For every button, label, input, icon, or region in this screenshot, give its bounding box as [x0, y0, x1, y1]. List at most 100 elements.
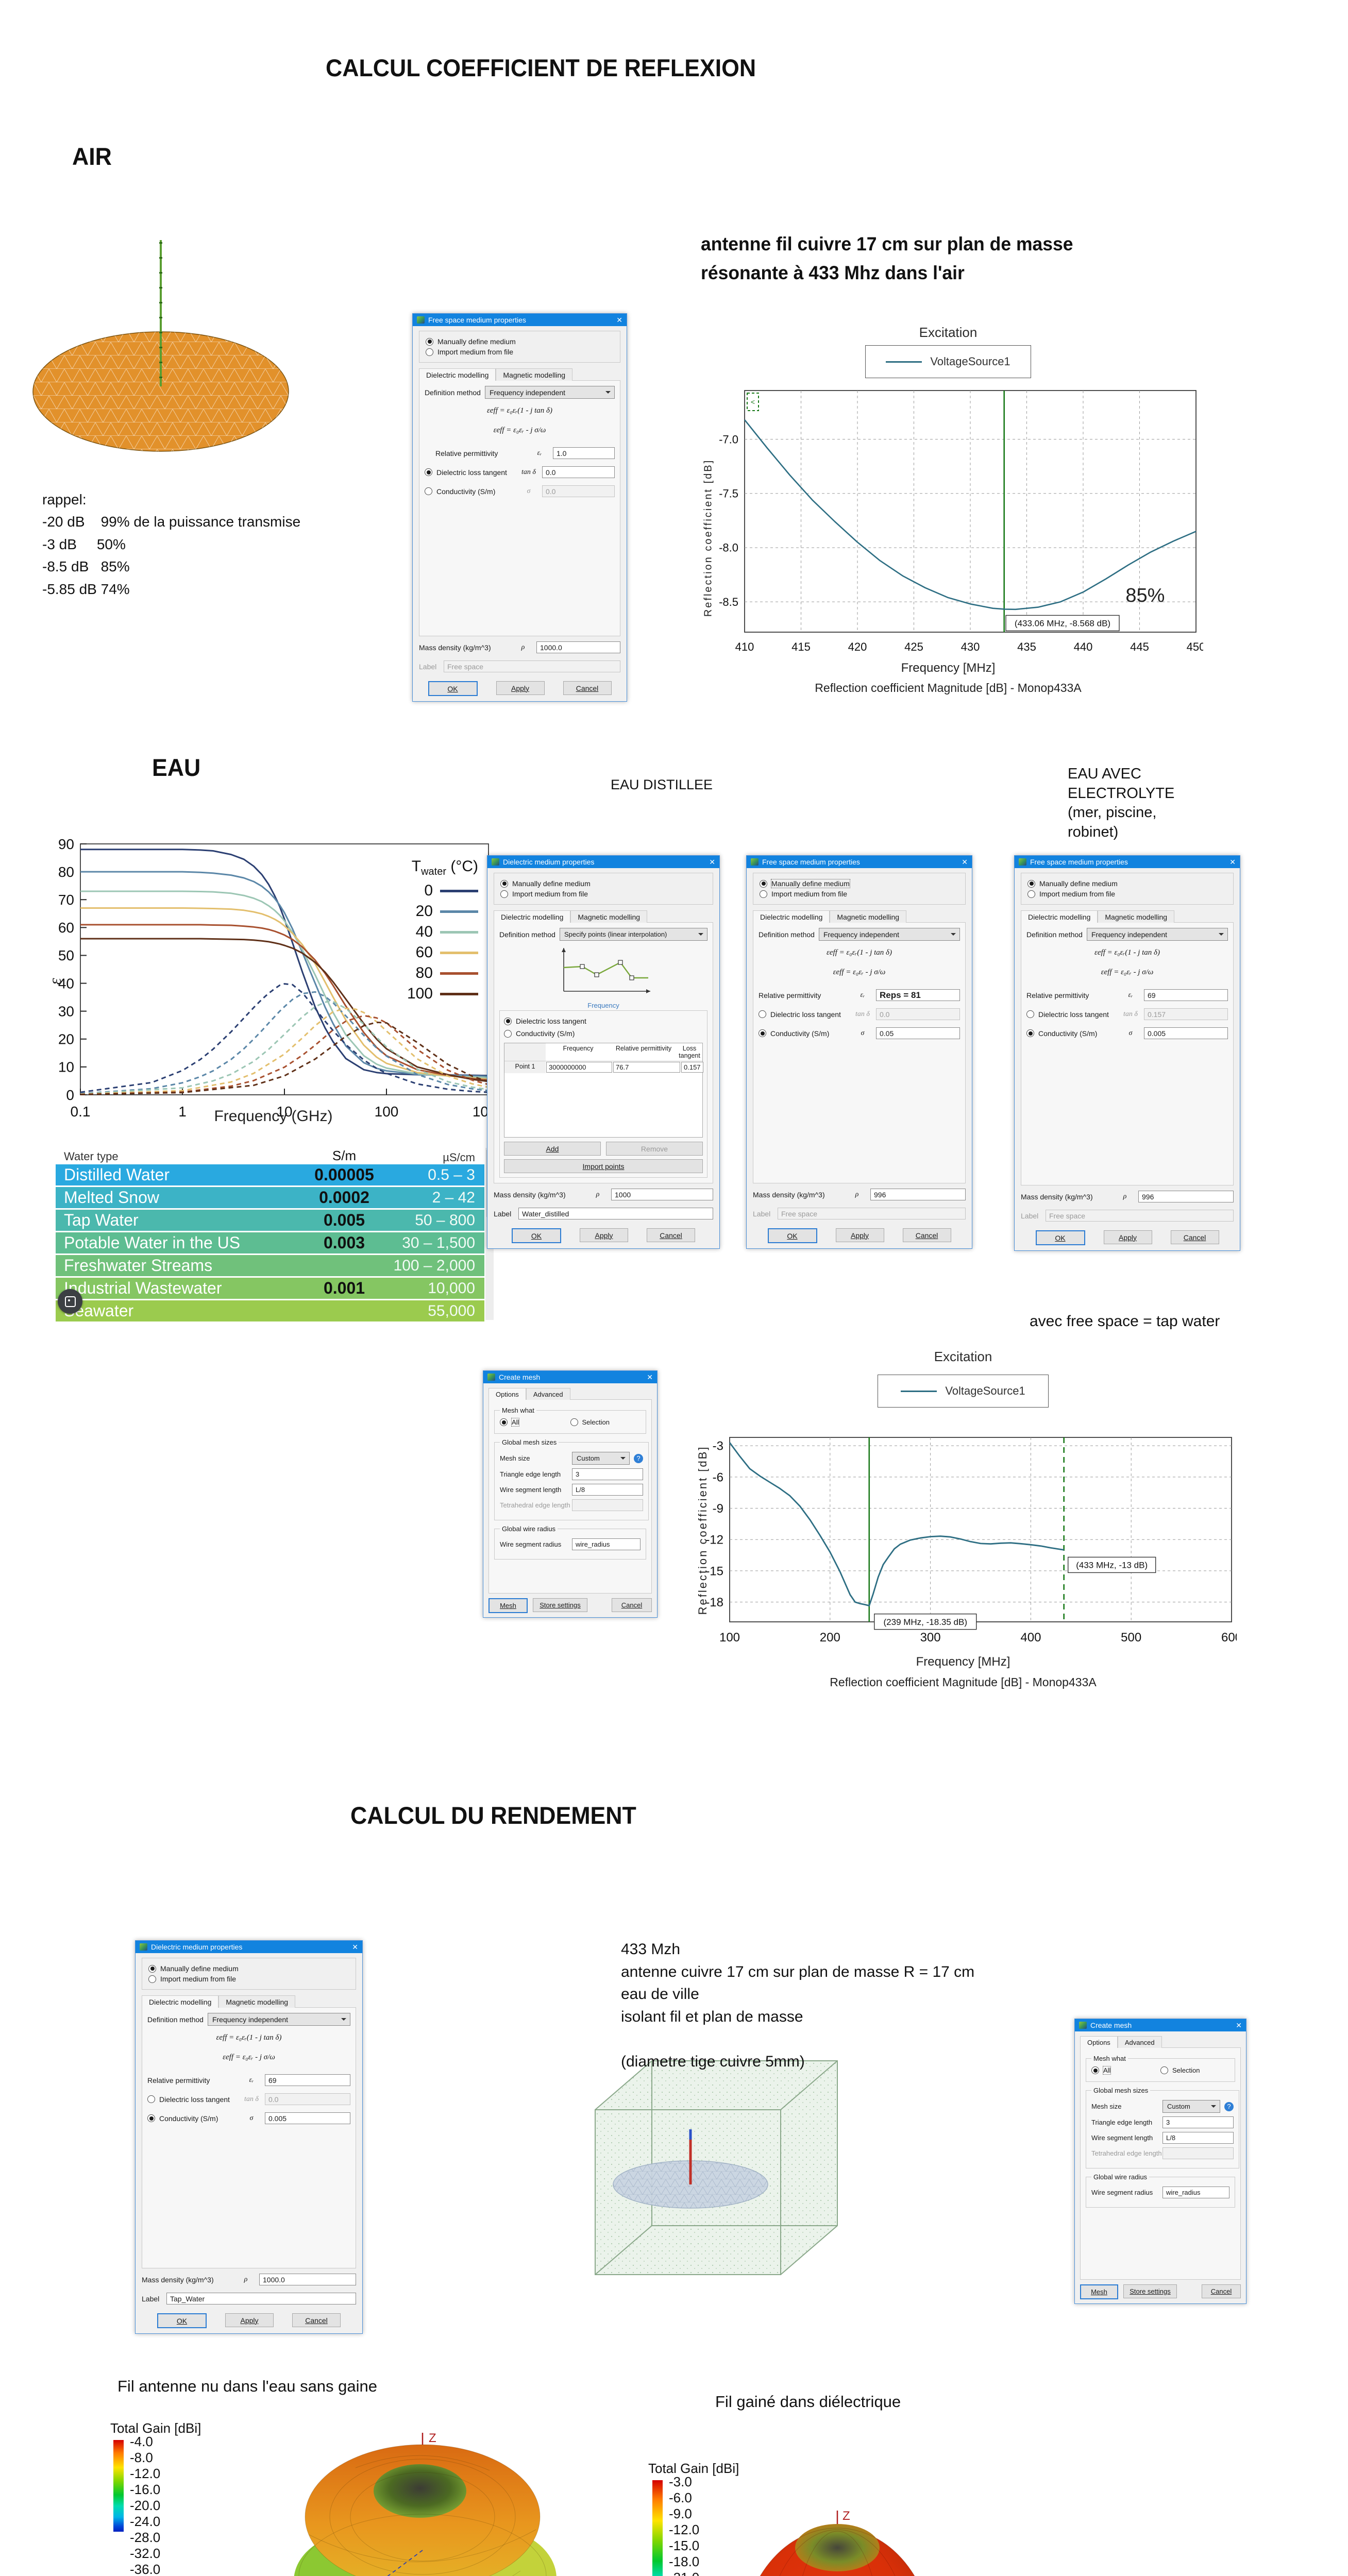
tab-magnetic-modelling[interactable]: Magnetic modelling [496, 368, 573, 381]
cancel-button[interactable]: Cancel [1202, 2284, 1241, 2298]
tab-options[interactable]: Options [488, 1388, 526, 1400]
close-icon[interactable]: ✕ [962, 857, 968, 866]
conductivity-input[interactable]: 0.005 [1144, 1027, 1228, 1039]
help-icon[interactable]: ? [634, 1453, 643, 1463]
apply-button[interactable]: Apply [835, 1228, 884, 1242]
relative-permittivity-input[interactable]: 1.0 [553, 447, 615, 459]
tab-advanced[interactable]: Advanced [526, 1388, 570, 1400]
store-settings-button[interactable]: Store settings [1123, 2284, 1177, 2298]
help-icon[interactable]: ? [1224, 2102, 1234, 2111]
loss-tangent-input[interactable]: 0.0 [542, 466, 615, 478]
point-loss-input[interactable]: 0.157 [681, 1062, 703, 1073]
cancel-button[interactable]: Cancel [647, 1228, 695, 1242]
cancel-button[interactable]: Cancel [612, 1598, 652, 1612]
label-input[interactable]: Water_distilled [518, 1208, 713, 1219]
wire-radius-input[interactable]: wire_radius [1162, 2187, 1229, 2198]
dialog-titlebar[interactable]: Dielectric medium properties ✕ [136, 1941, 362, 1953]
dialog-titlebar[interactable]: Free space medium properties ✕ [747, 856, 972, 868]
loss-tangent-input[interactable]: 0.157 [1144, 1008, 1228, 1020]
radio-conductivity[interactable]: Conductivity (S/m) [425, 487, 515, 496]
ok-button[interactable]: OK [428, 681, 478, 696]
point-frequency-input[interactable]: 3000000000 [546, 1062, 612, 1073]
mesh-size-select[interactable]: Custom [572, 1452, 630, 1465]
tab-dielectric-modelling[interactable]: Dielectric modelling [1021, 910, 1098, 923]
cancel-button[interactable]: Cancel [1170, 1230, 1219, 1244]
tab-dielectric-modelling[interactable]: Dielectric modelling [494, 910, 571, 923]
dialog-titlebar[interactable]: Create mesh ✕ [1075, 2019, 1246, 2031]
relative-permittivity-input[interactable]: Reps = 81 [876, 989, 960, 1001]
close-icon[interactable]: ✕ [616, 315, 622, 324]
cancel-button[interactable]: Cancel [563, 681, 612, 695]
definition-method-select[interactable]: Specify points (linear interpolation) [559, 928, 707, 941]
import-points-button[interactable]: Import points [504, 1159, 703, 1173]
tab-magnetic-modelling[interactable]: Magnetic modelling [830, 910, 907, 923]
conductivity-input[interactable]: 0.005 [265, 2112, 350, 2124]
close-icon[interactable]: ✕ [352, 1942, 358, 1951]
tab-magnetic-modelling[interactable]: Magnetic modelling [218, 1995, 296, 2008]
cancel-button[interactable]: Cancel [902, 1228, 951, 1242]
tetrahedral-edge-input[interactable] [1162, 2147, 1234, 2159]
wire-segment-length-input[interactable]: L/8 [572, 1484, 643, 1496]
ok-button[interactable]: OK [1035, 1230, 1085, 1245]
radio-conductivity[interactable]: Conductivity (S/m) [504, 1029, 703, 1038]
radio-manually-define[interactable]: Manually define medium [426, 337, 614, 346]
ok-button[interactable]: OK [157, 2313, 207, 2328]
mass-density-input[interactable]: 996 [870, 1189, 966, 1200]
triangle-edge-input[interactable]: 3 [572, 1468, 643, 1480]
wire-radius-input[interactable]: wire_radius [572, 1538, 641, 1550]
definition-method-select[interactable]: Frequency independent [207, 2013, 350, 2026]
dialog-titlebar[interactable]: Free space medium properties ✕ [1015, 856, 1240, 868]
remove-button[interactable]: Remove [606, 1142, 703, 1156]
radio-loss-tangent[interactable]: Dielectric loss tangent [759, 1010, 849, 1019]
wire-segment-length-input[interactable]: L/8 [1162, 2132, 1234, 2144]
tab-dielectric-modelling[interactable]: Dielectric modelling [753, 910, 830, 923]
mesh-size-select[interactable]: Custom [1162, 2100, 1220, 2113]
radio-import-medium[interactable]: Import medium from file [426, 348, 614, 356]
tab-advanced[interactable]: Advanced [1117, 2036, 1162, 2048]
point-permittivity-input[interactable]: 76.7 [613, 1062, 680, 1073]
tab-dielectric-modelling[interactable]: Dielectric modelling [419, 368, 496, 381]
radio-all[interactable]: All [500, 1418, 570, 1427]
apply-button[interactable]: Apply [580, 1228, 628, 1242]
radio-import-medium[interactable]: Import medium from file [148, 1975, 349, 1983]
mesh-button[interactable]: Mesh [488, 1598, 528, 1613]
dialog-titlebar[interactable]: Free space medium properties ✕ [413, 314, 627, 326]
loss-tangent-input[interactable]: 0.0 [265, 2093, 350, 2105]
mass-density-input[interactable]: 1000.0 [259, 2274, 356, 2285]
radio-selection[interactable]: Selection [570, 1418, 641, 1426]
triangle-edge-input[interactable]: 3 [1162, 2116, 1234, 2128]
mass-density-input[interactable]: 996 [1138, 1191, 1234, 1202]
add-button[interactable]: Add [504, 1142, 601, 1156]
close-icon[interactable]: ✕ [647, 1372, 653, 1381]
mass-density-input[interactable]: 1000 [611, 1189, 713, 1200]
cancel-button[interactable]: Cancel [292, 2313, 341, 2327]
label-input[interactable]: Free space [1046, 1210, 1234, 1222]
radio-loss-tangent[interactable]: Dielectric loss tangent [1026, 1010, 1117, 1019]
radio-selection[interactable]: Selection [1160, 2066, 1229, 2074]
close-icon[interactable]: ✕ [1229, 857, 1236, 866]
radio-loss-tangent[interactable]: Dielectric loss tangent [425, 468, 515, 477]
label-input[interactable]: Tap_Water [166, 2293, 356, 2304]
close-icon[interactable]: ✕ [709, 857, 715, 866]
tetrahedral-edge-input[interactable] [572, 1499, 643, 1511]
tab-dielectric-modelling[interactable]: Dielectric modelling [142, 1995, 219, 2008]
relative-permittivity-input[interactable]: 69 [265, 2074, 350, 2086]
radio-conductivity[interactable]: Conductivity (S/m) [759, 1029, 849, 1038]
radio-manually-define[interactable]: Manually define medium [760, 879, 959, 888]
tab-options[interactable]: Options [1080, 2036, 1118, 2048]
radio-manually-define[interactable]: Manually define medium [1027, 879, 1227, 888]
label-input[interactable]: Free space [778, 1208, 966, 1219]
ok-button[interactable]: OK [512, 1228, 561, 1243]
lens-icon[interactable] [58, 1289, 82, 1314]
store-settings-button[interactable]: Store settings [533, 1598, 587, 1612]
definition-method-select[interactable]: Frequency independent [1086, 928, 1228, 941]
radio-loss-tangent[interactable]: Dielectric loss tangent [504, 1017, 703, 1025]
close-icon[interactable]: ✕ [1236, 2021, 1242, 2029]
conductivity-input[interactable]: 0.05 [876, 1027, 960, 1039]
dialog-titlebar[interactable]: Dielectric medium properties ✕ [487, 856, 719, 868]
radio-import-medium[interactable]: Import medium from file [1027, 890, 1227, 898]
tab-magnetic-modelling[interactable]: Magnetic modelling [570, 910, 648, 923]
radio-conductivity[interactable]: Conductivity (S/m) [147, 2114, 238, 2123]
radio-loss-tangent[interactable]: Dielectric loss tangent [147, 2095, 238, 2104]
definition-method-select[interactable]: Frequency independent [818, 928, 960, 941]
